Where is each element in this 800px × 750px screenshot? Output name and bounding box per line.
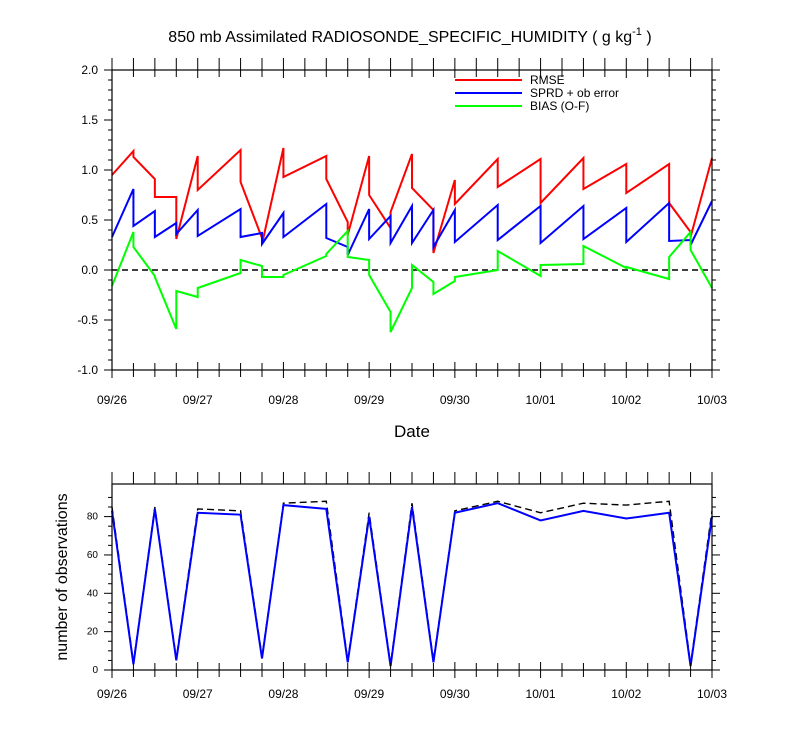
chart-title: 850 mb Assimilated RADIOSONDE_SPECIFIC_H… [168, 26, 651, 46]
top-panel: -1.0 -0.5 0.0 0.5 1.0 1.5 2.0 09/26 09/27 09/28 09… [77, 58, 727, 441]
chart-title-main: 850 mb Assimilated RADIOSONDE_SPECIFIC_H… [168, 29, 632, 46]
y-tick-label: -1.0 [77, 363, 98, 377]
x2-tick-label: 10/02 [611, 687, 641, 701]
x-tick-label: 09/29 [354, 393, 384, 407]
x2-tick-label: 09/28 [268, 687, 298, 701]
legend-label-rmse: RMSE [530, 73, 565, 87]
series-line-bias [111, 228, 713, 333]
x2-tick-label: 09/29 [354, 687, 384, 701]
y2-axis-label: number of observations [54, 493, 71, 660]
x2-tick-label: 10/03 [697, 687, 727, 701]
x-tick-label: 10/03 [697, 393, 727, 407]
x-axis-label: Date [394, 422, 430, 441]
chart-title-superscript: -1 [632, 26, 642, 38]
y-tick-label: -0.5 [77, 313, 98, 327]
x-tick-label: 09/26 [97, 393, 127, 407]
y-tick-label: 0.5 [81, 213, 98, 227]
series-line-sprd [111, 188, 713, 256]
x2-tick-label: 09/26 [97, 687, 127, 701]
y-tick-label: 0.0 [81, 263, 98, 277]
x-tick-label: 09/28 [268, 393, 298, 407]
chart-title-end: ) [642, 29, 652, 46]
legend-label-bias: BIAS (O-F) [530, 99, 589, 113]
x2-tick-label: 10/01 [526, 687, 556, 701]
x2-tick-label: 09/27 [183, 687, 213, 701]
bottom-panel: 0 20 40 60 80 09/26 09/27 09/28 09/29 09/30 10/01 1… [54, 472, 727, 701]
obs-line-used [111, 502, 713, 667]
y-tick-label: 1.0 [81, 163, 98, 177]
y2-tick-label: 80 [87, 512, 99, 523]
series-line-rmse [111, 147, 713, 254]
x-tick-label: 10/02 [611, 393, 641, 407]
y2-tick-label: 60 [87, 550, 99, 561]
x2-tick-label: 09/30 [440, 687, 470, 701]
x-tick-label: 09/27 [183, 393, 213, 407]
y2-tick-label: 20 [87, 627, 99, 638]
y-tick-label: 2.0 [81, 63, 98, 77]
legend-label-sprd: SPRD + ob error [530, 86, 619, 100]
y-tick-label: 1.5 [81, 113, 98, 127]
x-tick-label: 09/30 [440, 393, 470, 407]
x-tick-label: 10/01 [526, 393, 556, 407]
y2-tick-label: 40 [87, 588, 99, 599]
y2-tick-label: 0 [92, 665, 98, 676]
obs-line-possible [111, 500, 713, 665]
